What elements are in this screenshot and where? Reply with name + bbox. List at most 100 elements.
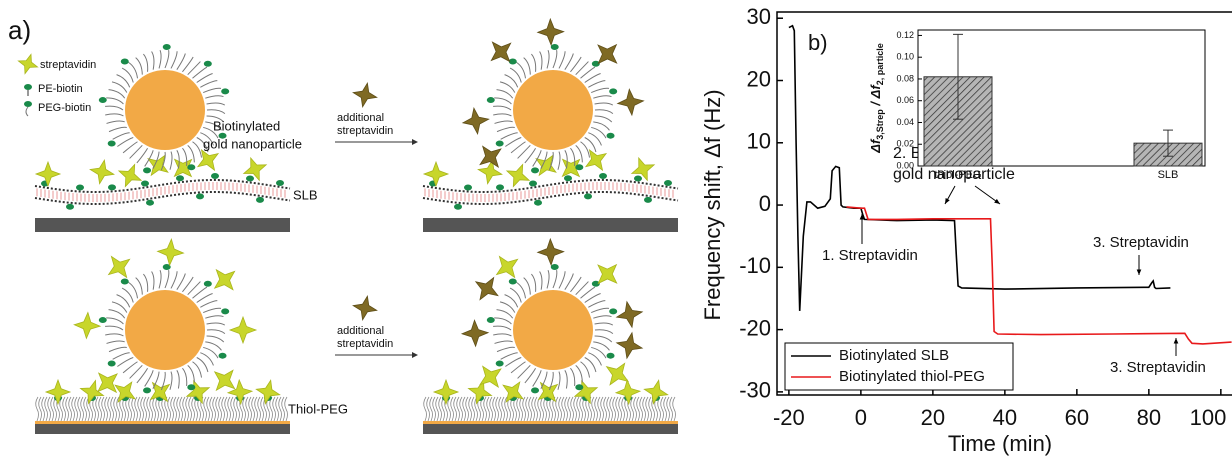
ligand (559, 271, 565, 288)
streptavidin-icon (507, 165, 529, 187)
ligand (510, 68, 521, 82)
legend-text: PE-biotin (38, 83, 83, 95)
ligand (593, 96, 611, 98)
streptavidin-icon (598, 45, 617, 64)
peg-chain (168, 397, 171, 421)
inset-y-label-part: 2, particle (875, 43, 885, 85)
schematic: a)streptavidinPE-biotinPEG-biotinBiotiny… (8, 15, 678, 434)
y-tick-label: 30 (747, 4, 771, 29)
annotation-arrowhead (1174, 338, 1179, 344)
ligand (595, 330, 613, 334)
ligand (524, 58, 531, 75)
ligand (136, 278, 143, 295)
biotin (219, 353, 227, 359)
ligand (197, 293, 213, 302)
ligand (505, 138, 521, 147)
peg-chain (616, 397, 619, 421)
peg-chain (102, 397, 105, 421)
streptavidin-icon (538, 19, 564, 45)
ligand (136, 58, 143, 75)
ligand (203, 88, 221, 92)
ligand (593, 316, 611, 318)
pe-biotin (599, 173, 607, 179)
y-axis-label: Frequency shift, Δf (Hz) (700, 89, 725, 320)
ligand (497, 127, 515, 131)
peg-chain (273, 397, 276, 421)
ligand (109, 127, 127, 131)
streptavidin-icon (617, 333, 643, 358)
ligand (497, 347, 515, 351)
ligand (518, 365, 531, 378)
annotation: 3. Streptavidin (1093, 234, 1189, 251)
ligand (200, 301, 217, 308)
peg-chain (613, 397, 616, 421)
streptavidin-icon (109, 256, 130, 277)
peg-chain (108, 397, 111, 421)
ligand (585, 138, 596, 152)
biotin (496, 361, 504, 367)
ligand (130, 365, 143, 378)
peg-chain (526, 397, 529, 421)
peg-chain (135, 397, 138, 421)
biotin (487, 317, 495, 323)
ligand (128, 282, 137, 298)
biotin (487, 97, 495, 103)
bilayer-top (35, 180, 290, 192)
ligand (107, 121, 125, 123)
peg-chain (604, 397, 607, 421)
y-tick-label: -30 (739, 378, 771, 403)
biotin (531, 387, 539, 393)
ligand (595, 336, 612, 342)
ligand (197, 73, 213, 82)
ligand (107, 341, 125, 343)
ligand (200, 353, 213, 366)
peg-chain (535, 397, 538, 421)
streptavidin-icon (598, 265, 617, 284)
ligand (105, 334, 123, 336)
ligand (505, 75, 518, 88)
ligand (109, 310, 125, 318)
peg-chain (574, 397, 577, 421)
peg-chain (559, 397, 562, 421)
ligand (525, 368, 536, 383)
peg-chain (436, 397, 439, 421)
peg-chain (598, 397, 601, 421)
peg-chain (231, 397, 234, 421)
peg-chain (490, 397, 493, 421)
peg-chain (81, 397, 84, 421)
ligand (177, 370, 179, 388)
ligand (497, 90, 513, 98)
peg-chain (622, 397, 625, 421)
annotation-arrowhead (1137, 269, 1142, 275)
streptavidin-icon (230, 317, 256, 343)
biotin (496, 141, 504, 147)
peg-chain (637, 397, 640, 421)
peg-chain (258, 397, 261, 421)
peg-chain (228, 397, 231, 421)
inset-y-label-part: 3,Strep (875, 109, 885, 140)
peg-chain (66, 397, 69, 421)
peg-chain (144, 397, 147, 421)
ligand (207, 110, 225, 114)
pe-biotin (664, 180, 672, 186)
chart-panel: -30-20-100102030-20020406080100Time (min… (700, 4, 1232, 456)
gold-nanoparticle (513, 290, 593, 370)
gold-layer (423, 421, 678, 424)
gold-nanoparticle (513, 70, 593, 150)
ligand (188, 365, 195, 382)
peg-chain (487, 397, 490, 421)
ligand (581, 287, 595, 298)
biotin (187, 164, 195, 170)
inset-y-tick-label: 0.10 (896, 52, 914, 62)
ligand (171, 51, 177, 68)
ligand (588, 81, 605, 88)
peg-chain (571, 397, 574, 421)
x-tick-label: 20 (921, 405, 945, 430)
biotin (607, 353, 615, 359)
ligand (516, 282, 525, 298)
ligand (591, 347, 606, 358)
peg-chain (222, 397, 225, 421)
legend-label: Biotinylated thiol-PEG (839, 368, 985, 385)
gold-nanoparticle (125, 290, 205, 370)
peg-chain (96, 397, 99, 421)
